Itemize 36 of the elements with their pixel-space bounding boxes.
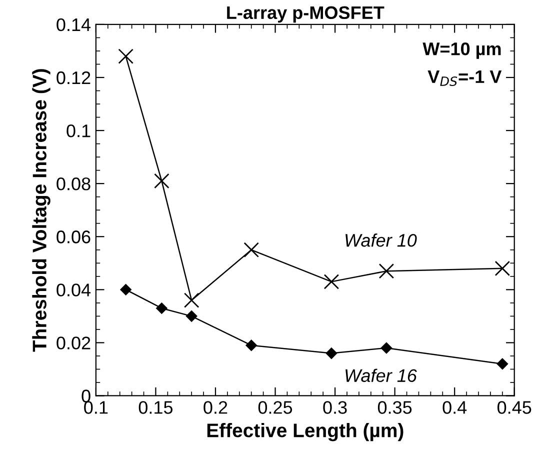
x-tick-label: 0.45 [497,401,532,414]
series-label: Wafer 16 [346,368,417,382]
point [246,340,257,351]
x-tick-label: 0.2 [204,401,228,414]
point [496,358,508,370]
point [184,292,200,308]
y-tick-label: 0.1 [66,124,90,138]
chart-title: L-array p-MOSFET [227,6,384,23]
x-tick-label: 0.25 [258,401,292,414]
y-tick-label: 0.12 [56,71,90,84]
point [380,342,392,354]
point [244,242,259,258]
annotation: V$_{DS}$=-1 V [428,70,502,86]
x-tick-label: 0.4 [442,401,467,414]
y-tick-label: 0.14 [56,18,91,32]
point [326,348,338,359]
x-tick-label: 0.35 [378,401,412,414]
point [154,173,170,189]
y-tick-label: 0.02 [56,336,90,350]
point [156,302,168,314]
x-axis-title: Effective Length (µm) [207,422,404,442]
y-tick-label: 0.08 [56,178,90,190]
point [378,263,394,279]
point [186,310,198,322]
y-tick-label: 0 [82,390,90,402]
x-tick-label: 0.1 [84,401,108,414]
point [120,284,132,296]
x-tick-label: 0.3 [323,401,347,414]
y-tick-label: 0.04 [56,284,91,296]
y-axis-title: Threshold Voltage Increase (V) [32,69,50,352]
x-tick-label: 0.15 [138,401,173,414]
point [118,48,134,64]
point [324,274,340,290]
annotation: W=10 µm [422,42,501,59]
series-label: Wafer 10 [346,234,417,247]
y-tick-label: 0.06 [56,230,90,244]
